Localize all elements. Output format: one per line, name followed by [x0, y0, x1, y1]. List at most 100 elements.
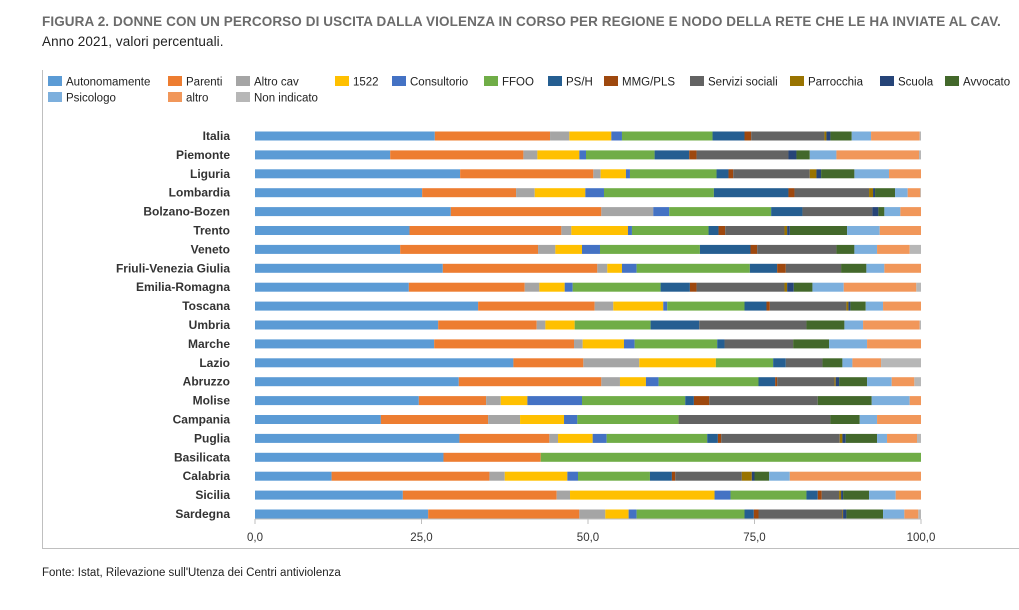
- bar-calabria-1522: [504, 471, 568, 481]
- bar-sardegna-scuola: [843, 509, 847, 519]
- bar-abruzzo-avvocato: [839, 377, 868, 387]
- bar-abruzzo-consultorio: [645, 377, 659, 387]
- bar-lombardia-ffoo: [603, 188, 714, 198]
- category-label-abruzzo: Abruzzo: [183, 375, 230, 389]
- bar-lombardia-autonomamente: [255, 188, 423, 198]
- bar-puglia-1522: [558, 433, 593, 443]
- bar-emilia-romagna-mmg-pls: [689, 282, 697, 292]
- bar-piemonte-autonomamente: [255, 150, 391, 160]
- bar-abruzzo-altro: [891, 377, 915, 387]
- bar-lombardia-psicologo: [895, 188, 908, 198]
- x-axis: 0,0 25,0 50,0 75,0 100,0: [247, 518, 935, 544]
- legend-label-altro: altro: [186, 93, 208, 105]
- chart-title-normal: Anno 2021, valori percentuali.: [42, 34, 224, 49]
- bar-campania-consultorio: [564, 415, 578, 424]
- bar-campania-1522: [520, 415, 565, 424]
- bar-toscana-ps-h: [744, 301, 767, 311]
- legend-swatch-altro: [168, 92, 182, 102]
- bar-puglia-altro-cav: [549, 433, 559, 443]
- bar-molise-mmg-pls: [693, 396, 710, 406]
- category-labels: Italia Piemonte Liguria Lombardia Bolzano-Bo…: [116, 129, 230, 521]
- bar-veneto-servizi-sociali: [757, 244, 837, 254]
- bar-liguria-parrocchia: [809, 169, 817, 179]
- bar-lombardia-parrocchia: [869, 188, 874, 198]
- bar-emilia-romagna-parenti: [408, 282, 525, 292]
- bar-sardegna-1522: [605, 509, 629, 519]
- bar-sardegna-consultorio: [628, 509, 637, 519]
- bar-trento-autonomamente: [255, 226, 410, 235]
- bar-umbria-psicologo: [844, 320, 864, 330]
- bar-bolzano-bozen-altro-cav: [601, 207, 654, 217]
- bar-sardegna-mmg-pls: [753, 509, 759, 519]
- x-tick-label: 0,0: [247, 532, 263, 544]
- legend-swatch-parenti: [168, 76, 182, 86]
- bar-umbria-ffoo: [574, 320, 651, 330]
- bar-calabria-parenti: [331, 471, 490, 481]
- bar-veneto-altro-cav: [538, 244, 556, 254]
- category-label-piemonte: Piemonte: [176, 148, 230, 162]
- bar-emilia-romagna-parrocchia: [784, 282, 788, 292]
- bar-friuli-venezia-giulia-ffoo: [636, 263, 750, 273]
- bar-veneto-autonomamente: [255, 244, 401, 254]
- bar-lombardia-mmg-pls: [788, 188, 795, 198]
- bar-liguria-parenti: [460, 169, 594, 179]
- bar-sicilia-autonomamente: [255, 490, 403, 500]
- legend-swatch-autonomamente: [48, 76, 62, 86]
- bar-toscana-parrocchia: [846, 301, 849, 311]
- bar-emilia-romagna-altro: [843, 282, 917, 292]
- bar-piemonte-avvocato: [796, 150, 810, 160]
- bar-trento-ps-h: [708, 226, 719, 235]
- legend-swatch-non-indicato: [236, 92, 250, 102]
- bar-calabria-ps-h: [649, 471, 672, 481]
- bar-calabria-consultorio: [567, 471, 579, 481]
- bar-toscana-ffoo: [667, 301, 745, 311]
- bar-italia-consultorio: [611, 131, 622, 141]
- bar-abruzzo-autonomamente: [255, 377, 459, 387]
- bar-veneto-1522: [555, 244, 583, 254]
- bar-italia-avvocato: [830, 131, 852, 141]
- category-label-emilia-romagna: Emilia-Romagna: [136, 280, 230, 294]
- bar-lombardia-altro: [907, 188, 921, 198]
- legend-swatch-parrocchia: [790, 76, 804, 86]
- bar-calabria-psicologo: [769, 471, 790, 481]
- category-label-italia: Italia: [203, 129, 231, 143]
- legend-swatch-servizi-sociali: [690, 76, 704, 86]
- bar-abruzzo-1522: [619, 377, 646, 387]
- bar-basilicata-autonomamente: [255, 452, 444, 462]
- bar-trento-parenti: [409, 226, 562, 235]
- bar-sardegna-non-indicato: [918, 509, 921, 519]
- bar-piemonte-parenti: [390, 150, 524, 160]
- bar-trento-altro: [879, 226, 921, 235]
- bar-friuli-venezia-giulia-ps-h: [749, 263, 778, 273]
- bar-calabria-avvocato: [754, 471, 770, 481]
- bar-italia-scuola: [826, 131, 831, 141]
- bar-liguria-ps-h: [716, 169, 729, 179]
- bar-piemonte-consultorio: [579, 150, 587, 160]
- legend-swatch-ffoo: [484, 76, 498, 86]
- legend-label-consultorio: Consultorio: [410, 77, 468, 89]
- legend-label-parenti: Parenti: [186, 77, 222, 89]
- legend-swatch-altro-cav: [236, 76, 250, 86]
- legend-label-parrocchia: Parrocchia: [808, 77, 864, 89]
- bar-puglia-servizi-sociali: [721, 433, 840, 443]
- category-label-veneto: Veneto: [191, 242, 230, 256]
- bar-molise-altro: [909, 396, 921, 406]
- bar-trento-scuola: [787, 226, 790, 235]
- bar-campania-ffoo: [577, 415, 679, 424]
- legend-label-mmg-pls: MMG/PLS: [622, 77, 675, 89]
- legend: Autonomamente Parenti Altro cav 1522 Consult…: [48, 76, 1010, 105]
- bar-piemonte-altro: [836, 150, 920, 160]
- bar-liguria-consultorio: [625, 169, 630, 179]
- bar-toscana-avvocato: [850, 301, 866, 311]
- bar-campania-avvocato: [830, 415, 860, 424]
- category-label-lombardia: Lombardia: [169, 186, 231, 200]
- bar-piemonte-non-indicato: [919, 150, 921, 160]
- bar-veneto-mmg-pls: [750, 244, 758, 254]
- bar-umbria-servizi-sociali: [699, 320, 807, 330]
- bar-abruzzo-parenti: [458, 377, 602, 387]
- bar-emilia-romagna-autonomamente: [255, 282, 409, 292]
- bar-puglia-avvocato: [845, 433, 878, 443]
- bar-molise-psicologo: [871, 396, 910, 406]
- bar-sardegna-servizi-sociali: [758, 509, 843, 519]
- bar-lombardia-scuola: [873, 188, 876, 198]
